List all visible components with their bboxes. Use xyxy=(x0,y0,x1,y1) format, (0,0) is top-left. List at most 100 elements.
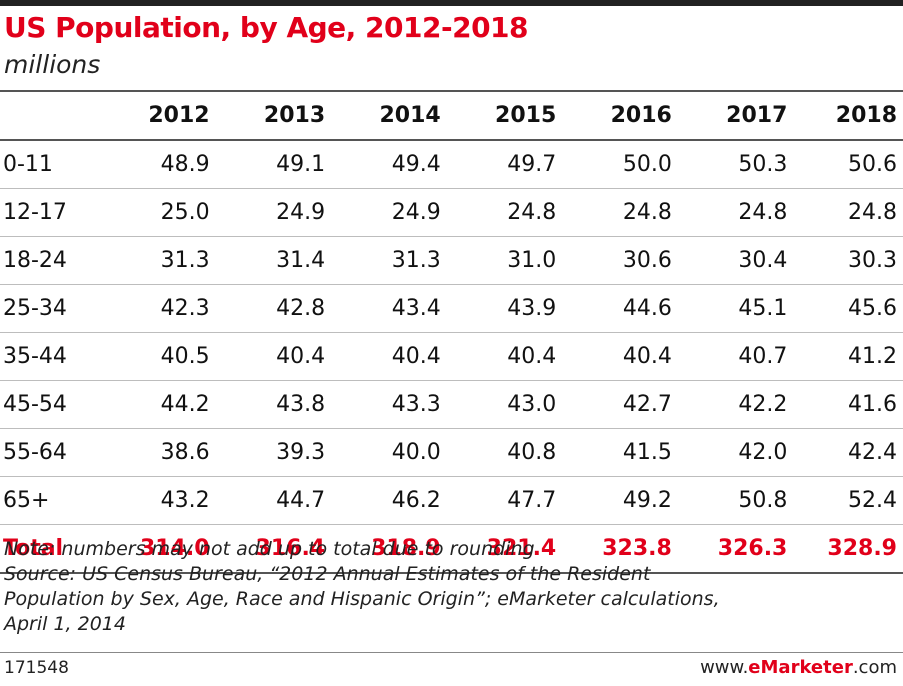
value-cell: 50.8 xyxy=(738,488,788,513)
value-cell: 25.0 xyxy=(160,200,210,225)
total-cell: 314.0 xyxy=(139,536,210,561)
column-header: 2012 xyxy=(148,103,210,128)
value-cell: 24.8 xyxy=(738,200,788,225)
chart-subtitle: millions xyxy=(4,50,101,79)
column-header: 2016 xyxy=(610,103,672,128)
value-cell: 41.6 xyxy=(848,392,897,417)
value-cell: 49.4 xyxy=(391,152,441,177)
value-cell: 49.1 xyxy=(276,152,326,177)
value-cell: 24.9 xyxy=(391,200,441,225)
total-cell: 323.8 xyxy=(602,536,672,561)
value-cell: 47.7 xyxy=(507,488,557,513)
corner-cell xyxy=(0,91,94,140)
top-bar xyxy=(0,0,903,6)
value-cell: 24.8 xyxy=(848,200,897,225)
value-cell: 42.3 xyxy=(160,296,210,321)
row-label: 0-11 xyxy=(3,152,53,177)
value-cell: 43.0 xyxy=(507,392,557,417)
row-label: 65+ xyxy=(3,488,50,513)
total-cell: 326.3 xyxy=(717,536,788,561)
value-cell: 44.2 xyxy=(160,392,210,417)
value-cell: 43.9 xyxy=(507,296,557,321)
value-cell: 40.4 xyxy=(391,344,441,369)
value-cell: 24.8 xyxy=(622,200,672,225)
value-cell: 43.3 xyxy=(391,392,441,417)
column-header: 2013 xyxy=(263,103,326,128)
value-cell: 38.6 xyxy=(160,440,210,465)
footer-divider xyxy=(0,652,903,653)
row-label: 45-54 xyxy=(3,392,67,417)
table-row: 65+ 43.2 44.7 46.2 47.7 49.2 50.8 52.4 xyxy=(0,477,903,525)
chart-id: 171548 xyxy=(4,658,69,678)
column-header: 2015 xyxy=(495,103,557,128)
table-row: 35-44 40.5 40.4 40.4 40.4 40.4 40.7 41.2 xyxy=(0,333,903,381)
value-cell: 41.2 xyxy=(848,344,897,369)
column-header: 2018 xyxy=(835,103,897,128)
row-label: 55-64 xyxy=(3,440,67,465)
value-cell: 52.4 xyxy=(848,488,897,513)
value-cell: 45.6 xyxy=(848,296,897,321)
value-cell: 39.3 xyxy=(276,440,326,465)
notes: Note: numbers may not add up to total du… xyxy=(4,537,720,637)
note-text: Note: numbers may not add up to total du… xyxy=(4,538,535,560)
brand-prefix: www. xyxy=(700,657,749,678)
value-cell: 41.5 xyxy=(622,440,672,465)
chart-title: US Population, by Age, 2012-2018 xyxy=(4,11,529,44)
table-row: 18-24 31.3 31.4 31.3 31.0 30.6 30.4 30.3 xyxy=(0,237,903,285)
value-cell: 43.4 xyxy=(391,296,441,321)
value-cell: 31.4 xyxy=(276,248,326,273)
table-row: 0-11 48.9 49.1 49.4 49.7 50.0 50.3 50.6 xyxy=(0,140,903,189)
value-cell: 50.6 xyxy=(848,152,897,177)
total-cell: 321.4 xyxy=(486,536,557,561)
table-row: 45-54 44.2 43.8 43.3 43.0 42.7 42.2 41.6 xyxy=(0,381,903,429)
value-cell: 43.8 xyxy=(276,392,326,417)
value-cell: 31.3 xyxy=(160,248,210,273)
value-cell: 40.0 xyxy=(391,440,441,465)
value-cell: 44.6 xyxy=(622,296,672,321)
table-row: 12-17 25.0 24.9 24.9 24.8 24.8 24.8 24.8 xyxy=(0,189,903,237)
population-table: 2012 2013 2014 2015 2016 2017 2018 0-11 48.9 49.… xyxy=(0,90,903,574)
value-cell: 43.2 xyxy=(160,488,210,513)
value-cell: 42.4 xyxy=(848,440,897,465)
source-line: April 1, 2014 xyxy=(4,613,126,635)
value-cell: 42.7 xyxy=(622,392,672,417)
value-cell: 50.3 xyxy=(738,152,788,177)
value-cell: 49.2 xyxy=(622,488,672,513)
value-cell: 31.0 xyxy=(507,248,557,273)
brand-suffix: .com xyxy=(852,657,897,678)
value-cell: 30.3 xyxy=(848,248,897,273)
brand-logo: www.eMarketer.com xyxy=(700,657,897,678)
value-cell: 44.7 xyxy=(276,488,326,513)
row-label: 12-17 xyxy=(3,200,67,225)
table-body: 0-11 48.9 49.1 49.4 49.7 50.0 50.3 50.6 12-17 25.… xyxy=(0,140,903,525)
value-cell: 45.1 xyxy=(738,296,788,321)
value-cell: 30.6 xyxy=(622,248,672,273)
total-cell: 328.9 xyxy=(827,536,897,561)
value-cell: 24.8 xyxy=(507,200,557,225)
value-cell: 40.5 xyxy=(160,344,210,369)
value-cell: 24.9 xyxy=(276,200,326,225)
value-cell: 40.7 xyxy=(738,344,788,369)
table-header-row: 2012 2013 2014 2015 2016 2017 2018 xyxy=(0,91,903,140)
total-cell: 318.9 xyxy=(371,536,441,561)
value-cell: 40.8 xyxy=(507,440,557,465)
value-cell: 46.2 xyxy=(391,488,441,513)
brand-name: eMarketer xyxy=(748,657,853,678)
value-cell: 40.4 xyxy=(276,344,326,369)
source-line: Source: US Census Bureau, “2012 Annual E… xyxy=(4,563,651,585)
column-header: 2017 xyxy=(726,103,788,128)
row-label: 18-24 xyxy=(3,248,67,273)
column-header: 2014 xyxy=(379,103,441,128)
row-label: 25-34 xyxy=(3,296,67,321)
value-cell: 50.0 xyxy=(622,152,672,177)
value-cell: 30.4 xyxy=(738,248,788,273)
total-row: Total 314.0 316.4 318.9 321.4 323.8 326.3 328.… xyxy=(0,525,903,573)
total-label: Total xyxy=(3,536,64,561)
value-cell: 49.7 xyxy=(507,152,557,177)
value-cell: 42.2 xyxy=(738,392,788,417)
table-row: 25-34 42.3 42.8 43.4 43.9 44.6 45.1 45.6 xyxy=(0,285,903,333)
value-cell: 40.4 xyxy=(507,344,557,369)
row-label: 35-44 xyxy=(3,344,67,369)
value-cell: 48.9 xyxy=(160,152,210,177)
source-line: Population by Sex, Age, Race and Hispani… xyxy=(4,588,720,610)
